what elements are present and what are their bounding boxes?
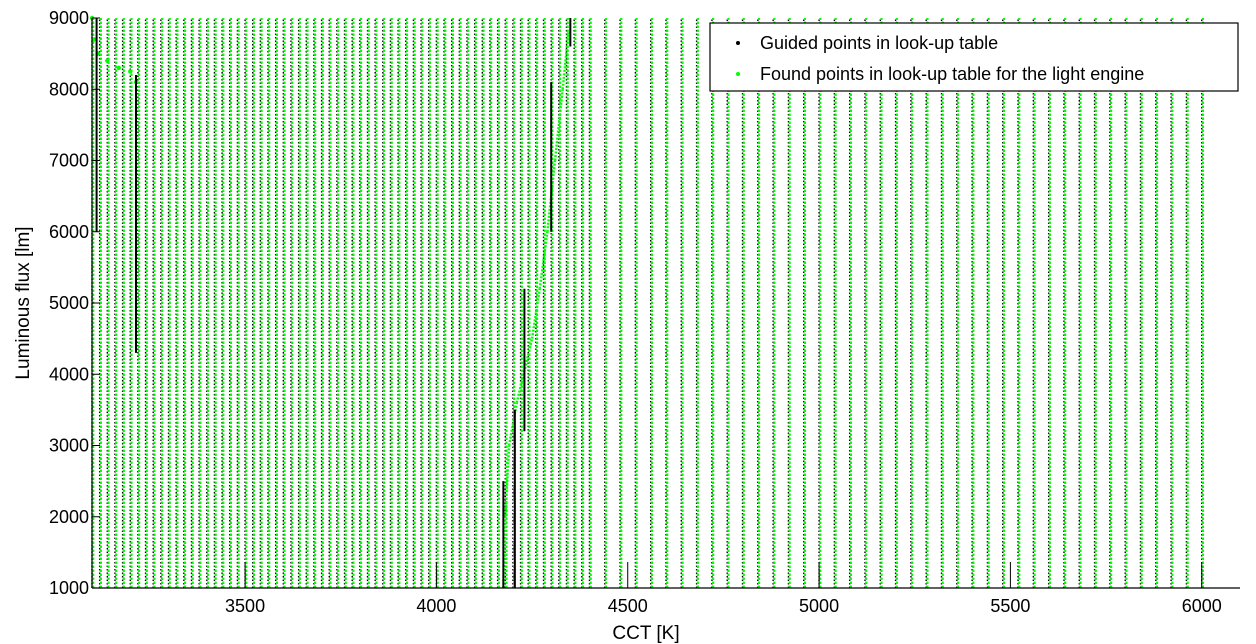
legend-label-guided: Guided points in look-up table <box>760 33 998 53</box>
axes: 3500 4000 4500 5000 5500 6000 1000 2000 3000 4000… <box>49 8 1240 616</box>
plot-area <box>89 15 1205 589</box>
y-tick-label: 1000 <box>49 578 89 598</box>
y-tick-label: 4000 <box>49 364 89 384</box>
found-point <box>116 65 121 71</box>
y-tick-label: 8000 <box>49 79 89 99</box>
x-tick-label: 5500 <box>990 596 1030 616</box>
x-tick-label: 3500 <box>225 596 265 616</box>
legend-label-found: Found points in look-up table for the li… <box>760 64 1144 84</box>
found-points-curve <box>530 288 541 339</box>
legend-box <box>709 22 1239 92</box>
found-points-curve <box>538 231 549 289</box>
x-tick-label: 4500 <box>608 596 648 616</box>
found-points-curve <box>561 32 570 90</box>
found-point <box>128 69 133 74</box>
y-tick-label: 5000 <box>49 293 89 313</box>
y-tick-label: 3000 <box>49 436 89 456</box>
found-point <box>105 58 110 63</box>
x-axis-title: CCT [K] <box>612 623 679 644</box>
y-tick-label: 9000 <box>49 8 89 28</box>
found-points-curve <box>504 445 511 517</box>
legend-marker-found <box>736 72 740 76</box>
y-tick-label: 2000 <box>49 507 89 527</box>
found-point <box>91 37 97 42</box>
legend-marker-guided <box>736 41 740 45</box>
y-tick-label: 7000 <box>49 151 89 171</box>
found-points-curve <box>553 89 564 161</box>
x-tick-label: 4000 <box>416 596 456 616</box>
x-tick-label: 6000 <box>1182 596 1222 616</box>
y-tick-label: 6000 <box>49 222 89 242</box>
y-axis-title: Luminous flux [lm] <box>13 226 34 379</box>
legend: Guided points in look-up table Found poi… <box>709 22 1239 92</box>
x-tick-label: 5000 <box>799 596 839 616</box>
